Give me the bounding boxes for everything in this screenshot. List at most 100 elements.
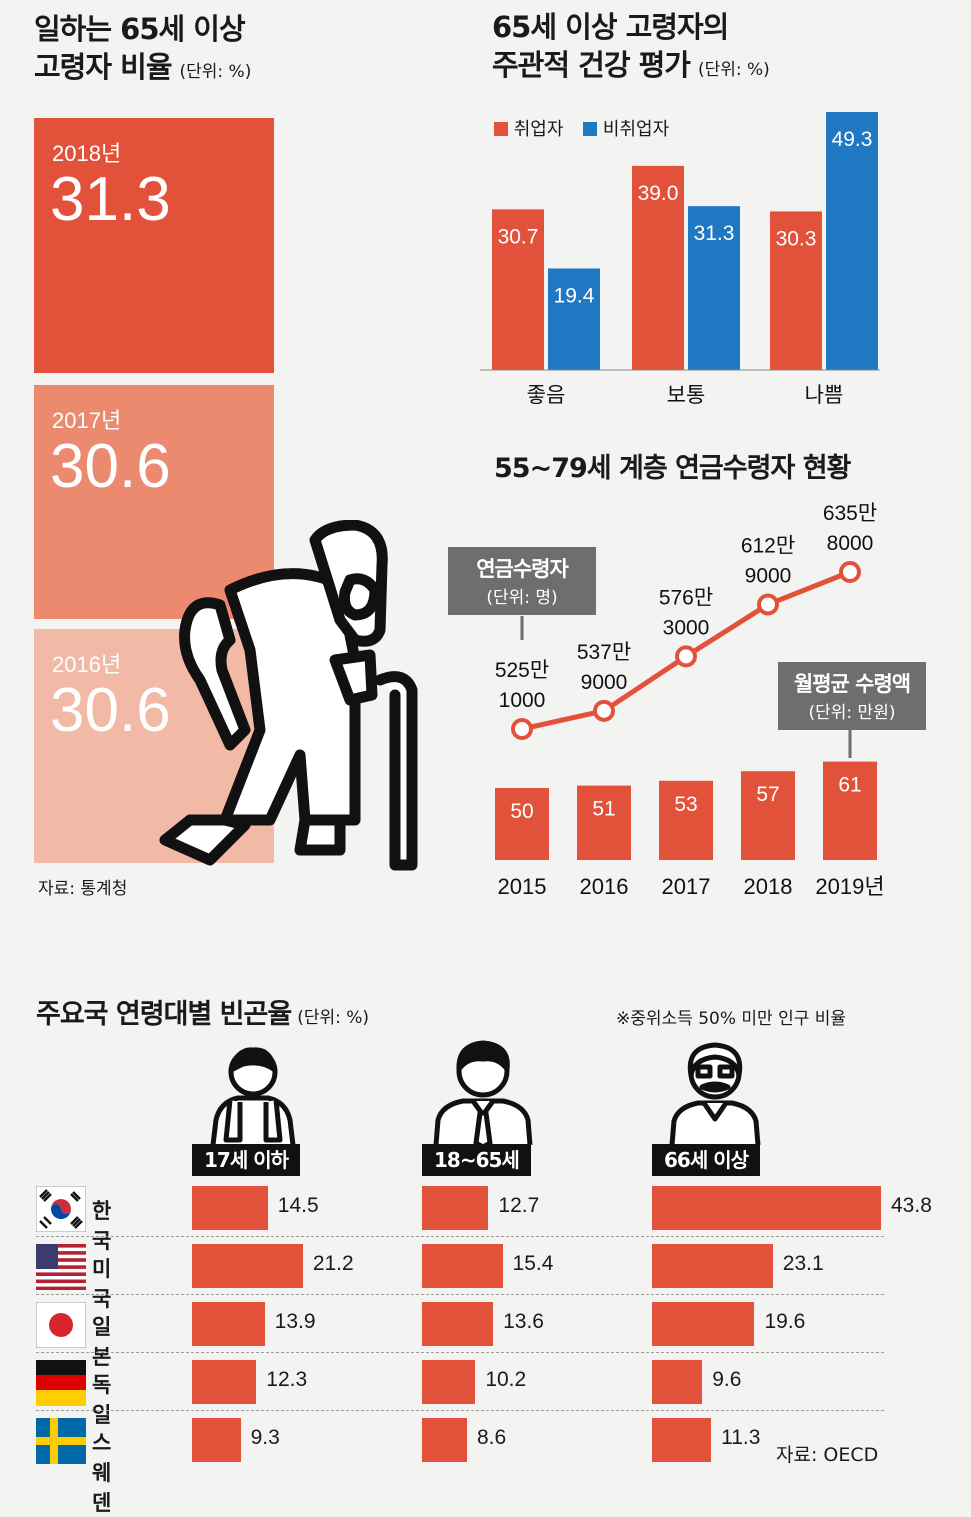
poverty-bar-label: 23.1	[782, 1252, 824, 1275]
health-bar-label: 30.3	[776, 227, 817, 250]
pension-label: 576만 3000	[659, 586, 713, 639]
poverty-bar	[652, 1418, 712, 1462]
senior-icon	[669, 1042, 761, 1146]
pension-label: 525만 1000	[495, 659, 549, 712]
poverty-bar	[422, 1360, 476, 1404]
flag-sweden-icon	[36, 1418, 86, 1464]
divider	[36, 1410, 884, 1411]
monthly-bar	[495, 788, 549, 860]
chart4-title: 주요국 연령대별 빈곤율 (단위: %)	[36, 996, 369, 1037]
pension-chart: 525만 1000 537만 9000 576만 3000 612만 9000 635만 8000…	[495, 502, 885, 899]
pension-point	[675, 645, 697, 668]
legend-swatch-employed	[494, 122, 508, 136]
poverty-bar-label: 21.2	[312, 1252, 354, 1275]
poverty-bar-label: 12.3	[266, 1368, 308, 1391]
health-bar-label: 30.7	[498, 225, 539, 248]
pension-label: 612만 9000	[741, 534, 795, 587]
chart4-note: ※중위소득 50% 미만 인구 비율	[616, 1009, 847, 1029]
monthly-bar-label: 53	[674, 793, 697, 816]
chart1-source: 자료: 통계청	[38, 879, 128, 899]
poverty-bar-label: 15.4	[512, 1252, 554, 1275]
adult-icon	[433, 1040, 533, 1147]
chart1-title-line1: 일하는 65세 이상	[34, 12, 246, 46]
chart4-unit: (단위: %)	[297, 1008, 370, 1028]
pension-label: 537만 9000	[577, 641, 631, 694]
country-label-korea: 한국	[92, 1199, 111, 1253]
health-bar-1-1	[688, 206, 740, 370]
health-bar-label: 49.3	[832, 128, 873, 151]
child-icon	[210, 1047, 296, 1146]
pension-point	[593, 699, 615, 722]
monthly-bar-label: 61	[838, 774, 861, 797]
tag-age-0-17: 17세 이하	[192, 1144, 300, 1176]
poverty-bar	[652, 1244, 773, 1288]
poverty-bar	[192, 1360, 257, 1404]
poverty-bar	[192, 1418, 241, 1462]
poverty-bar-label: 12.7	[498, 1194, 540, 1217]
chart4-source: 자료: OECD	[776, 1444, 879, 1466]
health-chart: 30.7 19.4 좋음 39.0 31.3 보통 30.3 49.3 나쁨	[480, 112, 880, 407]
callout-recipients: 연금수령자 (단위: 명)	[448, 547, 596, 615]
health-bar-0-1	[548, 268, 600, 370]
callout-monthly-unit: (단위: 만원)	[808, 703, 896, 723]
pension-point	[511, 718, 533, 740]
health-bar-label: 39.0	[638, 182, 679, 205]
poverty-bar-label: 13.9	[274, 1310, 316, 1333]
tag-age-66plus: 66세 이상	[652, 1144, 760, 1176]
bar-2016-value: 30.6	[50, 676, 171, 745]
poverty-bar-label: 9.3	[250, 1426, 280, 1449]
health-bar-label: 19.4	[554, 284, 595, 307]
poverty-bar	[422, 1418, 467, 1462]
poverty-bar	[422, 1186, 489, 1230]
tag-age-18-65: 18~65세	[422, 1144, 531, 1176]
year-label: 2019년	[815, 874, 884, 899]
bar-2018-year: 2018년	[52, 141, 122, 166]
poverty-bar	[192, 1186, 268, 1230]
callout-recipients-unit: (단위: 명)	[486, 588, 558, 608]
poverty-bar	[192, 1302, 265, 1346]
year-label: 2017	[662, 874, 711, 899]
flag-usa-icon	[36, 1244, 86, 1290]
chart2-title-line1: 65세 이상 고령자의	[492, 10, 729, 44]
year-label: 2016	[580, 874, 629, 899]
elderly-walker-icon	[159, 520, 418, 871]
poverty-bar	[652, 1302, 755, 1346]
chart1-title-line2: 고령자 비율	[34, 50, 172, 84]
pension-point	[757, 593, 779, 616]
monthly-bar	[823, 761, 877, 860]
monthly-bar	[659, 780, 713, 860]
callout-monthly: 월평균 수령액 (단위: 만원)	[778, 662, 926, 730]
callout-recipients-title: 연금수령자	[476, 557, 569, 581]
bar-2017: 2017년 30.6	[34, 385, 274, 619]
flag-germany-icon	[36, 1360, 86, 1406]
divider	[36, 1352, 884, 1353]
health-category-label: 나쁨	[805, 383, 844, 407]
monthly-bar-label: 50	[510, 800, 533, 823]
chart1-unit: (단위: %)	[179, 62, 252, 82]
chart4-title-text: 주요국 연령대별 빈곤율	[36, 999, 292, 1030]
monthly-bar	[741, 771, 795, 860]
year-label: 2018	[744, 874, 793, 899]
health-bar-2-0	[770, 211, 822, 370]
poverty-bar-label: 13.6	[503, 1310, 544, 1333]
pension-point	[839, 561, 861, 583]
country-label-germany: 독일	[92, 1373, 111, 1427]
poverty-bar-label: 9.6	[712, 1368, 742, 1391]
country-label-sweden: 스웨덴	[92, 1431, 111, 1515]
monthly-bar-label: 57	[756, 783, 779, 806]
flag-korea-icon	[36, 1186, 86, 1232]
poverty-bar-label: 10.2	[485, 1368, 527, 1391]
poverty-bar-label: 11.3	[721, 1426, 761, 1449]
year-label: 2015	[498, 874, 547, 899]
bar-2017-year: 2017년	[52, 408, 122, 433]
poverty-bar-label: 43.8	[891, 1194, 932, 1217]
monthly-bar	[577, 785, 631, 860]
country-label-japan: 일본	[92, 1315, 111, 1369]
divider	[36, 1236, 884, 1237]
pension-label: 635만 8000	[823, 502, 877, 555]
flag-japan-icon	[36, 1302, 86, 1348]
health-category-label: 보통	[667, 383, 706, 407]
poverty-bar	[192, 1244, 303, 1288]
chart2-legend: 취업자 비취업자	[494, 115, 669, 141]
callout-monthly-title: 월평균 수령액	[793, 672, 911, 696]
